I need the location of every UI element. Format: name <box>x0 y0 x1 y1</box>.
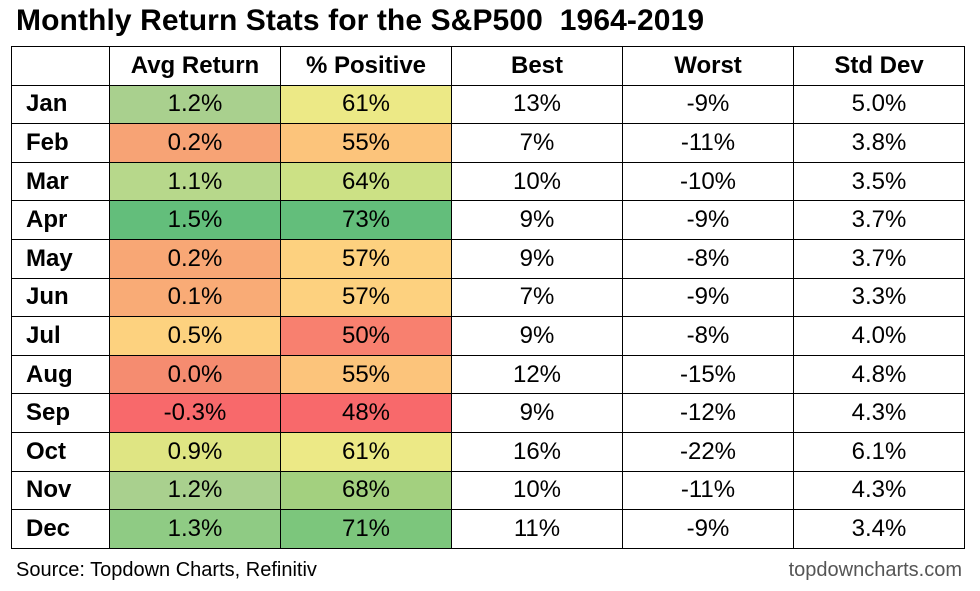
header-pct-positive: % Positive <box>280 46 452 86</box>
cell-pct-positive: 55% <box>280 354 452 395</box>
chart-title: Monthly Return Stats for the S&P500 1964… <box>16 4 705 37</box>
table-row: Sep -0.3% 48% 9% -12% 4.3% <box>11 393 965 433</box>
site-credit: topdowncharts.com <box>788 559 962 581</box>
cell-avg-return: 0.2% <box>109 238 281 279</box>
cell-worst: -9% <box>622 277 794 318</box>
table-row: Jan 1.2% 61% 13% -9% 5.0% <box>11 84 965 125</box>
cell-worst: -8% <box>622 238 794 279</box>
table-row: Apr 1.5% 73% 9% -9% 3.7% <box>11 200 965 240</box>
cell-avg-return: 0.2% <box>109 123 281 163</box>
cell-std-dev: 3.7% <box>793 238 965 279</box>
cell-month: Aug <box>11 354 110 395</box>
cell-month: Jul <box>11 316 110 356</box>
cell-std-dev: 3.3% <box>793 277 965 318</box>
cell-best: 7% <box>451 277 623 318</box>
cell-std-dev: 6.1% <box>793 431 965 472</box>
cell-worst: -22% <box>622 431 794 472</box>
cell-worst: -11% <box>622 123 794 163</box>
cell-worst: -9% <box>622 84 794 125</box>
cell-best: 9% <box>451 238 623 279</box>
cell-std-dev: 4.3% <box>793 393 965 433</box>
cell-avg-return: 0.5% <box>109 316 281 356</box>
cell-month: May <box>11 238 110 279</box>
cell-month: Sep <box>11 393 110 433</box>
cell-pct-positive: 73% <box>280 200 452 240</box>
cell-std-dev: 3.4% <box>793 509 965 549</box>
cell-month: Jan <box>11 84 110 125</box>
cell-avg-return: 1.3% <box>109 509 281 549</box>
cell-worst: -15% <box>622 354 794 395</box>
cell-best: 12% <box>451 354 623 395</box>
cell-std-dev: 3.7% <box>793 200 965 240</box>
table-row: Nov 1.2% 68% 10% -11% 4.3% <box>11 470 965 511</box>
header-best: Best <box>451 46 623 86</box>
header-std-dev: Std Dev <box>793 46 965 86</box>
header-corner <box>11 46 110 86</box>
cell-avg-return: 1.2% <box>109 84 281 125</box>
table-row: Mar 1.1% 64% 10% -10% 3.5% <box>11 161 965 202</box>
cell-avg-return: -0.3% <box>109 393 281 433</box>
cell-best: 7% <box>451 123 623 163</box>
cell-std-dev: 3.5% <box>793 161 965 202</box>
cell-pct-positive: 61% <box>280 84 452 125</box>
cell-month: Nov <box>11 470 110 511</box>
monthly-stats-table: Avg Return % Positive Best Worst Std Dev… <box>11 46 965 549</box>
cell-worst: -10% <box>622 161 794 202</box>
cell-month: Oct <box>11 431 110 472</box>
cell-std-dev: 5.0% <box>793 84 965 125</box>
cell-month: Jun <box>11 277 110 318</box>
cell-avg-return: 1.5% <box>109 200 281 240</box>
cell-best: 9% <box>451 393 623 433</box>
cell-best: 16% <box>451 431 623 472</box>
cell-std-dev: 4.8% <box>793 354 965 395</box>
table-row: Oct 0.9% 61% 16% -22% 6.1% <box>11 431 965 472</box>
cell-pct-positive: 55% <box>280 123 452 163</box>
table-row: Dec 1.3% 71% 11% -9% 3.4% <box>11 509 965 549</box>
cell-month: Dec <box>11 509 110 549</box>
cell-std-dev: 3.8% <box>793 123 965 163</box>
cell-worst: -9% <box>622 509 794 549</box>
cell-pct-positive: 50% <box>280 316 452 356</box>
cell-month: Feb <box>11 123 110 163</box>
source-note: Source: Topdown Charts, Refinitiv <box>16 559 317 581</box>
cell-month: Apr <box>11 200 110 240</box>
cell-month: Mar <box>11 161 110 202</box>
cell-worst: -12% <box>622 393 794 433</box>
cell-pct-positive: 57% <box>280 277 452 318</box>
cell-best: 11% <box>451 509 623 549</box>
header-avg-return: Avg Return <box>109 46 281 86</box>
cell-avg-return: 1.1% <box>109 161 281 202</box>
header-worst: Worst <box>622 46 794 86</box>
cell-avg-return: 0.1% <box>109 277 281 318</box>
cell-pct-positive: 48% <box>280 393 452 433</box>
table-row: May 0.2% 57% 9% -8% 3.7% <box>11 238 965 279</box>
cell-worst: -11% <box>622 470 794 511</box>
header-row: Avg Return % Positive Best Worst Std Dev <box>11 46 965 86</box>
cell-avg-return: 1.2% <box>109 470 281 511</box>
cell-pct-positive: 68% <box>280 470 452 511</box>
cell-worst: -8% <box>622 316 794 356</box>
cell-pct-positive: 61% <box>280 431 452 472</box>
table-row: Aug 0.0% 55% 12% -15% 4.8% <box>11 354 965 395</box>
cell-best: 9% <box>451 200 623 240</box>
cell-pct-positive: 57% <box>280 238 452 279</box>
cell-std-dev: 4.3% <box>793 470 965 511</box>
cell-pct-positive: 64% <box>280 161 452 202</box>
table-row: Jul 0.5% 50% 9% -8% 4.0% <box>11 316 965 356</box>
table-body: Jan 1.2% 61% 13% -9% 5.0% Feb 0.2% 55% 7% -11% 3.8%… <box>11 84 965 549</box>
cell-best: 9% <box>451 316 623 356</box>
cell-best: 13% <box>451 84 623 125</box>
cell-best: 10% <box>451 161 623 202</box>
cell-std-dev: 4.0% <box>793 316 965 356</box>
table-row: Feb 0.2% 55% 7% -11% 3.8% <box>11 123 965 163</box>
table-row: Jun 0.1% 57% 7% -9% 3.3% <box>11 277 965 318</box>
cell-avg-return: 0.9% <box>109 431 281 472</box>
cell-worst: -9% <box>622 200 794 240</box>
cell-pct-positive: 71% <box>280 509 452 549</box>
cell-best: 10% <box>451 470 623 511</box>
cell-avg-return: 0.0% <box>109 354 281 395</box>
